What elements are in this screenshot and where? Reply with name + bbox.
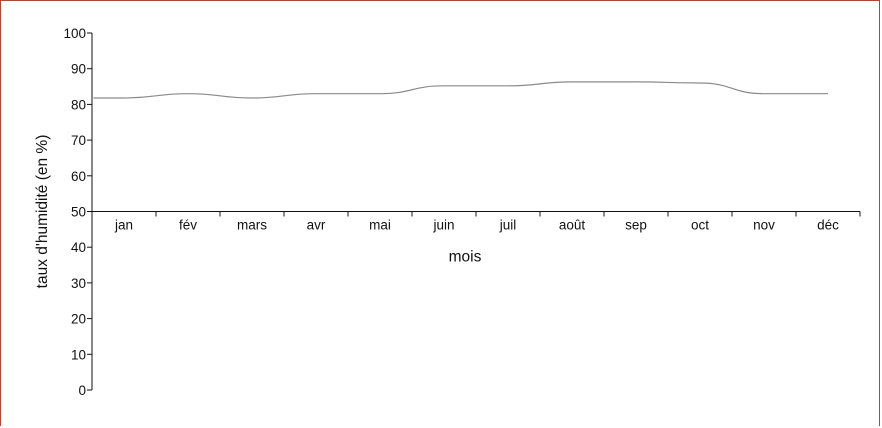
x-axis: jan fév mars avr mai juin juil août sep oct nov déc — [91, 211, 861, 233]
x-tick-label: avr — [307, 218, 326, 233]
y-tick-label: 10 — [71, 347, 86, 362]
x-tick-label: fév — [179, 218, 197, 233]
x-tick-label: août — [559, 218, 586, 233]
y-tick-label: 100 — [63, 26, 86, 41]
y-tick-label: 0 — [78, 383, 86, 398]
x-tick-label: oct — [691, 218, 709, 233]
y-axis-title: taux d'humidité (en %) — [34, 135, 51, 289]
x-tick-label: juil — [499, 218, 517, 233]
x-tick-label: juin — [432, 218, 454, 233]
x-tick-label: mars — [237, 218, 267, 233]
y-tick-label: 50 — [71, 205, 86, 220]
x-axis-title: mois — [449, 249, 482, 266]
series-line — [93, 81, 828, 99]
y-tick-label: 80 — [71, 97, 86, 112]
x-tick-label: sep — [625, 218, 647, 233]
series-group — [93, 81, 828, 99]
y-tick-label: 40 — [71, 240, 86, 255]
x-tick-label: jan — [114, 218, 133, 233]
y-tick-label: 20 — [71, 312, 86, 327]
y-tick-label: 70 — [71, 133, 86, 148]
y-axis: 0 10 20 30 40 50 60 70 80 90 100 — [63, 26, 93, 398]
x-tick-label: mai — [369, 218, 391, 233]
x-tick-label: déc — [817, 218, 839, 233]
y-tick-label: 60 — [71, 169, 86, 184]
y-tick-label: 90 — [71, 62, 86, 77]
y-tick-label: 30 — [71, 276, 86, 291]
x-tick-label: nov — [753, 218, 775, 233]
